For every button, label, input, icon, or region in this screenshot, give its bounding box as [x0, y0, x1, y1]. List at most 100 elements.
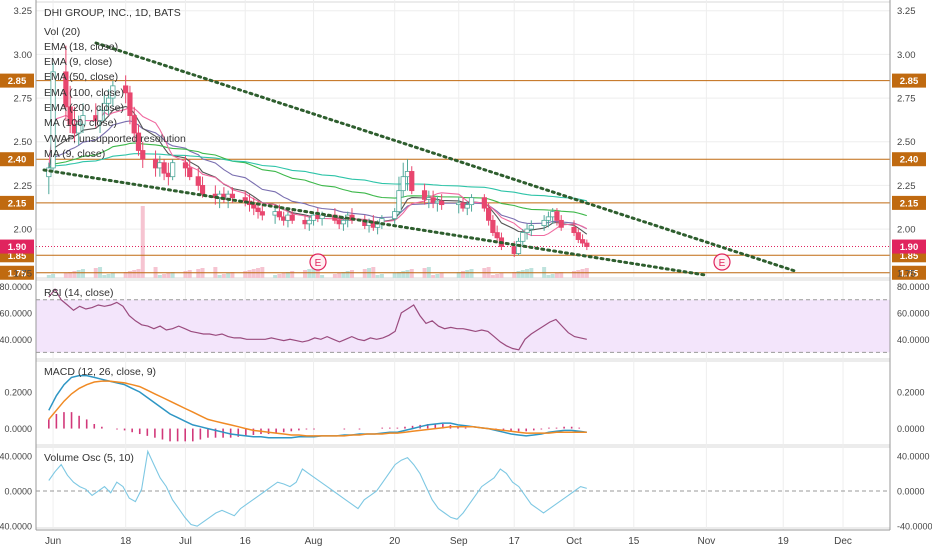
candle-body	[584, 242, 590, 247]
macd-label: MACD (12, 26, close, 9)	[44, 366, 156, 378]
volume-bar	[183, 271, 188, 278]
ema-100-line	[48, 153, 587, 202]
volume-bar	[431, 275, 436, 278]
candle-body	[101, 102, 107, 111]
volume-bar	[550, 274, 555, 278]
candle-body	[558, 219, 564, 228]
volume-bar	[345, 271, 350, 278]
candle-body	[409, 171, 415, 192]
candle-body	[404, 171, 411, 178]
candle	[554, 208, 560, 226]
candle-body	[289, 214, 295, 221]
candle	[123, 75, 129, 104]
volume-bar	[341, 272, 346, 278]
volume-bar	[166, 273, 171, 278]
volume-bar	[332, 274, 337, 278]
level-tag-left	[0, 195, 34, 210]
candle-body	[306, 219, 312, 225]
x-tick-label: Jun	[45, 536, 61, 547]
candle	[63, 45, 69, 121]
candle-body	[281, 216, 287, 221]
volume-bar	[102, 275, 107, 278]
candle	[520, 229, 526, 247]
x-tick-label: 15	[628, 536, 640, 547]
candle-body	[528, 225, 534, 230]
candle	[486, 202, 492, 226]
upper-trendline	[94, 41, 797, 273]
legend-item-vol: Vol (20)	[44, 26, 80, 38]
volume-bar	[572, 271, 577, 278]
candle-body	[110, 85, 116, 99]
current-price-label-right: 1.90	[900, 242, 919, 253]
candle-body	[550, 211, 556, 218]
signal-line	[48, 380, 587, 437]
candle-body	[63, 71, 69, 108]
volume-bar	[435, 274, 440, 278]
candle	[187, 159, 193, 181]
volume-bar	[320, 275, 325, 278]
volume-bar	[495, 274, 500, 278]
volume-bar	[559, 272, 564, 278]
candle	[80, 103, 86, 134]
candle	[140, 141, 146, 168]
volume-bar	[68, 272, 73, 278]
candle	[571, 220, 577, 237]
volume-bar	[127, 271, 132, 278]
candle-body	[460, 202, 466, 209]
earnings-marker-2[interactable]: E	[713, 253, 731, 271]
volume-osc-line	[48, 449, 587, 527]
current-price-tag-left	[0, 239, 34, 254]
volume-bar	[469, 269, 474, 278]
volume-bar	[461, 271, 465, 278]
volume-bar	[285, 272, 290, 278]
volume-bar	[512, 272, 517, 278]
candle-body	[481, 197, 487, 209]
earnings-marker-label: E	[315, 258, 322, 269]
candle	[524, 223, 530, 240]
volume-bar	[465, 270, 470, 278]
level-label-right: 2.85	[900, 76, 919, 87]
candle-body	[50, 71, 56, 169]
candle-body	[97, 109, 103, 122]
candle-body	[140, 150, 146, 160]
candle	[259, 204, 265, 221]
legend-item-ema50: EMA (50, close)	[44, 71, 118, 83]
candle-body	[494, 232, 500, 239]
candle	[170, 159, 176, 181]
candle-body	[255, 207, 261, 213]
candle-body	[456, 202, 462, 206]
candle	[182, 155, 189, 177]
volume-bar	[375, 275, 380, 278]
candle-body	[468, 197, 475, 206]
candle-body	[520, 232, 526, 242]
price-panel[interactable]: 2.85 2.852.40 2.402.15 2.151.85 1.851.75 1.75…	[0, 41, 926, 280]
candle	[400, 162, 406, 198]
x-tick-label: 16	[240, 536, 252, 547]
rsi-line	[48, 288, 587, 351]
legend-item-ema9: EMA (9, close)	[44, 56, 112, 68]
volume-osc-tick-right: -40.0000	[897, 522, 932, 532]
volume-bar	[490, 275, 495, 278]
volume-osc-tick-left: -40.0000	[0, 522, 32, 532]
y-tick-label-right: 3.00	[897, 50, 916, 61]
candle-body	[400, 176, 406, 192]
candle-body	[105, 97, 112, 104]
volume-bar	[580, 269, 585, 278]
legend-item-ema100: EMA (100, close)	[44, 87, 124, 99]
candle	[409, 166, 415, 195]
rsi-tick-left: 40.0000	[0, 335, 32, 345]
macd-tick-left: 0.2000	[4, 388, 32, 398]
volume-bar	[409, 269, 414, 278]
macd-panel[interactable]	[48, 374, 587, 442]
y-tick-label-left: 2.75	[14, 94, 33, 105]
candle-body	[545, 216, 552, 221]
earnings-marker-1[interactable]: E	[309, 253, 327, 271]
volume-osc-panel[interactable]	[36, 449, 890, 527]
volume-bar	[349, 270, 354, 278]
level-label-left: 2.40	[8, 155, 27, 166]
level-label-right: 1.85	[900, 251, 919, 262]
rsi-panel[interactable]	[36, 288, 890, 353]
candle-body	[426, 197, 432, 200]
ema-18-line	[48, 120, 588, 230]
